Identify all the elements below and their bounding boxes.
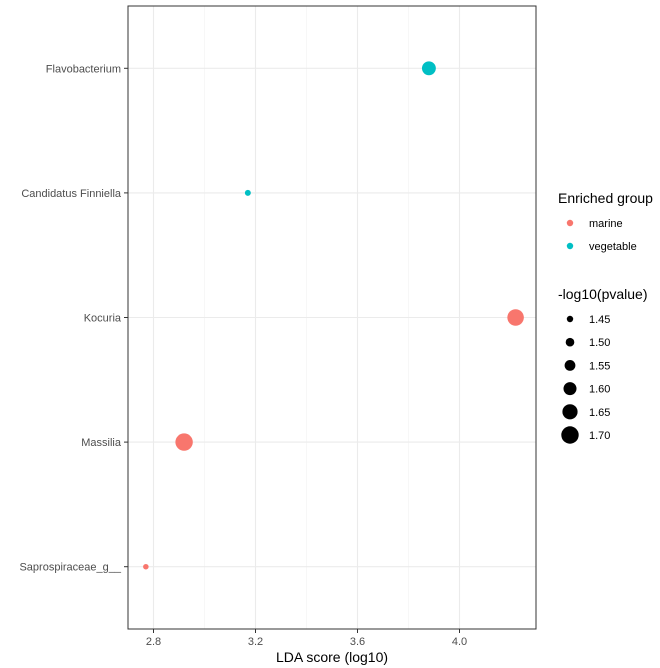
color-legend-label: marine	[589, 218, 623, 230]
data-points	[143, 61, 524, 570]
color-legend-key	[566, 219, 574, 227]
color-legend-label: vegetable	[589, 241, 637, 253]
size-legend-key	[561, 426, 579, 444]
color-legend-title: Enriched group	[558, 190, 653, 206]
size-legend-title: -log10(pvalue)	[558, 286, 648, 302]
y-tick-label: Saprospiraceae_g__	[19, 562, 121, 574]
y-tick-label: Kocuria	[84, 313, 122, 325]
color-legend: marine vegetable	[566, 218, 637, 253]
data-point	[507, 309, 524, 326]
size-legend-label: 1.45	[589, 314, 610, 326]
size-legend-key	[562, 404, 578, 420]
data-point	[421, 61, 436, 76]
data-point	[143, 563, 149, 570]
size-legend-key	[565, 337, 575, 347]
x-tick-label: 3.6	[350, 636, 365, 648]
y-tick-label: Candidatus Finniella	[21, 188, 122, 200]
y-tick-label: Flavobacterium	[46, 63, 121, 75]
x-tick-label: 3.2	[248, 636, 263, 648]
size-legend-label: 1.70	[589, 430, 610, 442]
color-legend-key	[566, 242, 574, 250]
size-legend-label: 1.65	[589, 407, 610, 419]
size-legend-label: 1.60	[589, 384, 610, 396]
y-tick-label: Massilia	[81, 437, 122, 449]
size-legend: 1.45 1.50 1.55 1.60 1.65 1.70	[561, 314, 610, 444]
x-axis: 2.8 3.2 3.6 4.0	[146, 629, 467, 648]
data-point	[175, 433, 193, 451]
y-axis: Flavobacterium Candidatus Finniella Kocuri…	[19, 63, 128, 574]
size-legend-key	[563, 382, 577, 396]
panel-grid	[128, 6, 536, 629]
x-tick-label: 4.0	[452, 636, 467, 648]
size-legend-key	[566, 315, 574, 323]
x-tick-label: 2.8	[146, 636, 161, 648]
size-legend-key	[564, 360, 576, 371]
data-point	[244, 189, 251, 196]
size-legend-label: 1.50	[589, 337, 610, 349]
legend: Enriched group marine vegetable -log10(pv…	[558, 190, 653, 444]
size-legend-label: 1.55	[589, 360, 610, 372]
x-axis-title: LDA score (log10)	[276, 649, 388, 665]
